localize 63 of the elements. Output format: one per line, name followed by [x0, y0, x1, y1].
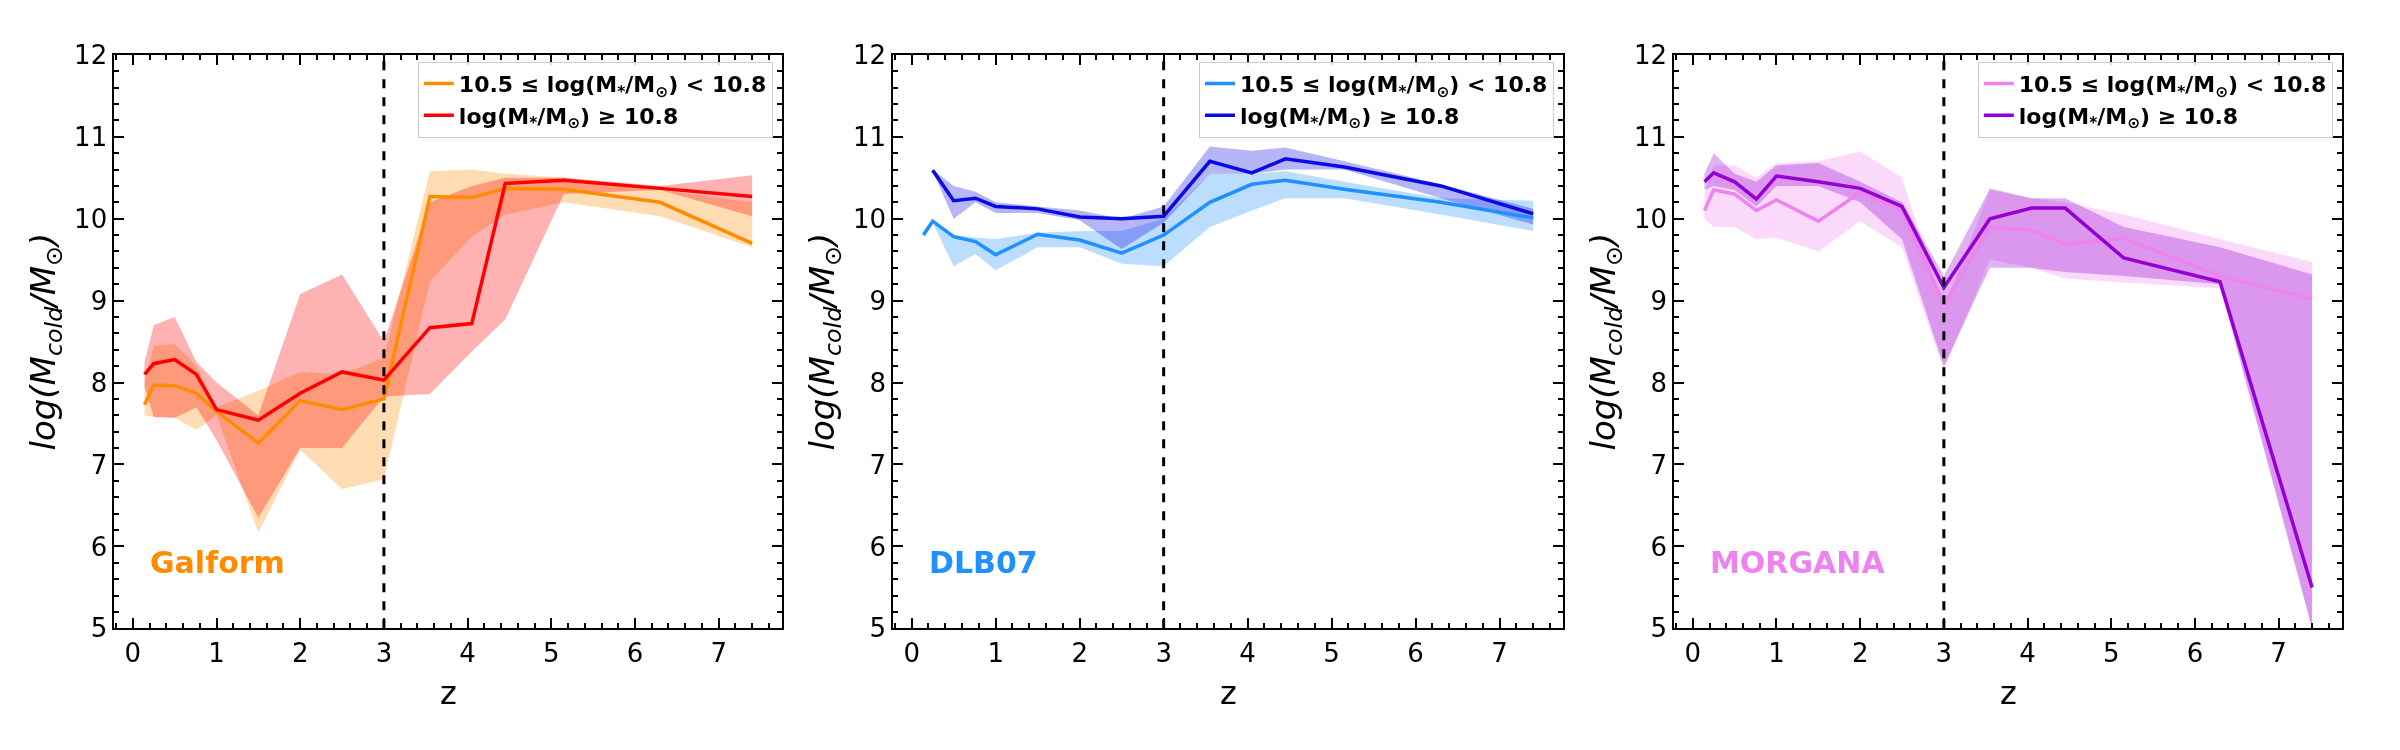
legend-label: 10.5 ≤ log(M$_{*}$/M$_{⊙}$) < 10.8	[2018, 72, 2327, 101]
x-tick-label: 3	[375, 637, 393, 668]
y-tick-label: 10	[74, 203, 108, 234]
y-tick-label: 5	[869, 613, 886, 644]
y-tick-label: 8	[1650, 367, 1668, 398]
x-axis-title: z	[439, 673, 457, 712]
x-axis-title: z	[1999, 673, 2017, 712]
y-tick-label: 6	[90, 531, 108, 562]
x-tick-label: 1	[987, 637, 1004, 668]
x-tick-label: 6	[626, 637, 644, 668]
y-tick-label: 12	[1634, 39, 1668, 70]
x-axis-title: z	[1219, 673, 1237, 712]
y-tick-label: 7	[1650, 449, 1668, 480]
x-tick-label: 3	[1935, 637, 1953, 668]
x-tick-label: 4	[2019, 637, 2036, 668]
x-tick-label: 1	[208, 637, 225, 668]
x-tick-label: 7	[710, 637, 727, 668]
legend-label: 10.5 ≤ log(M$_{*}$/M$_{⊙}$) < 10.8	[1240, 72, 1548, 101]
x-tick-label: 7	[2270, 637, 2287, 668]
y-tick-label: 6	[1650, 531, 1668, 562]
x-tick-label: 0	[1684, 637, 1702, 668]
y-tick-label: 12	[74, 39, 108, 70]
annotation: Galform	[150, 545, 285, 580]
legend-label: log(M$_{*}$/M$_{⊙}$) ≥ 10.8	[2018, 103, 2239, 133]
x-tick-label: 6	[2186, 637, 2204, 668]
x-tick-label: 6	[1407, 637, 1424, 668]
x-tick-label: 5	[2102, 637, 2120, 668]
x-tick-label: 4	[1239, 637, 1256, 668]
y-tick-label: 5	[1650, 613, 1668, 644]
x-tick-label: 2	[291, 637, 309, 668]
y-tick-label: 10	[1634, 203, 1668, 234]
y-tick-label: 9	[90, 285, 108, 316]
x-tick-label: 2	[1071, 637, 1088, 668]
y-tick-label: 11	[74, 121, 108, 152]
x-tick-label: 2	[1851, 637, 1869, 668]
y-tick-label: 7	[90, 449, 108, 480]
annotation: DLB07	[929, 545, 1038, 580]
legend-label: log(M$_{*}$/M$_{⊙}$) ≥ 10.8	[1240, 103, 1460, 133]
x-tick-label: 3	[1155, 637, 1172, 668]
y-tick-label: 8	[90, 367, 108, 398]
x-tick-label: 0	[903, 637, 920, 668]
x-tick-label: 5	[1323, 637, 1340, 668]
y-tick-label: 11	[852, 121, 886, 152]
annotation: MORGANA	[1710, 545, 1886, 580]
y-tick-label: 8	[869, 367, 886, 398]
line-series	[921, 178, 1535, 257]
x-tick-label: 0	[124, 637, 142, 668]
y-tick-label: 6	[869, 531, 886, 562]
line-series	[930, 157, 1535, 221]
y-tick-label: 9	[869, 285, 886, 316]
y-tick-label: 11	[1634, 121, 1668, 152]
y-tick-label: 12	[852, 39, 886, 70]
x-tick-label: 1	[1768, 637, 1785, 668]
y-tick-label: 10	[852, 203, 886, 234]
y-tick-label: 5	[90, 613, 108, 644]
x-tick-label: 7	[1491, 637, 1508, 668]
legend-label: 10.5 ≤ log(M$_{*}$/M$_{⊙}$) < 10.8	[458, 72, 767, 101]
legend-label: log(M$_{*}$/M$_{⊙}$) ≥ 10.8	[458, 103, 679, 133]
x-tick-label: 4	[459, 637, 476, 668]
y-tick-label: 9	[1650, 285, 1668, 316]
y-tick-label: 7	[869, 449, 886, 480]
line-series	[1702, 188, 2314, 307]
x-tick-label: 5	[543, 637, 560, 668]
